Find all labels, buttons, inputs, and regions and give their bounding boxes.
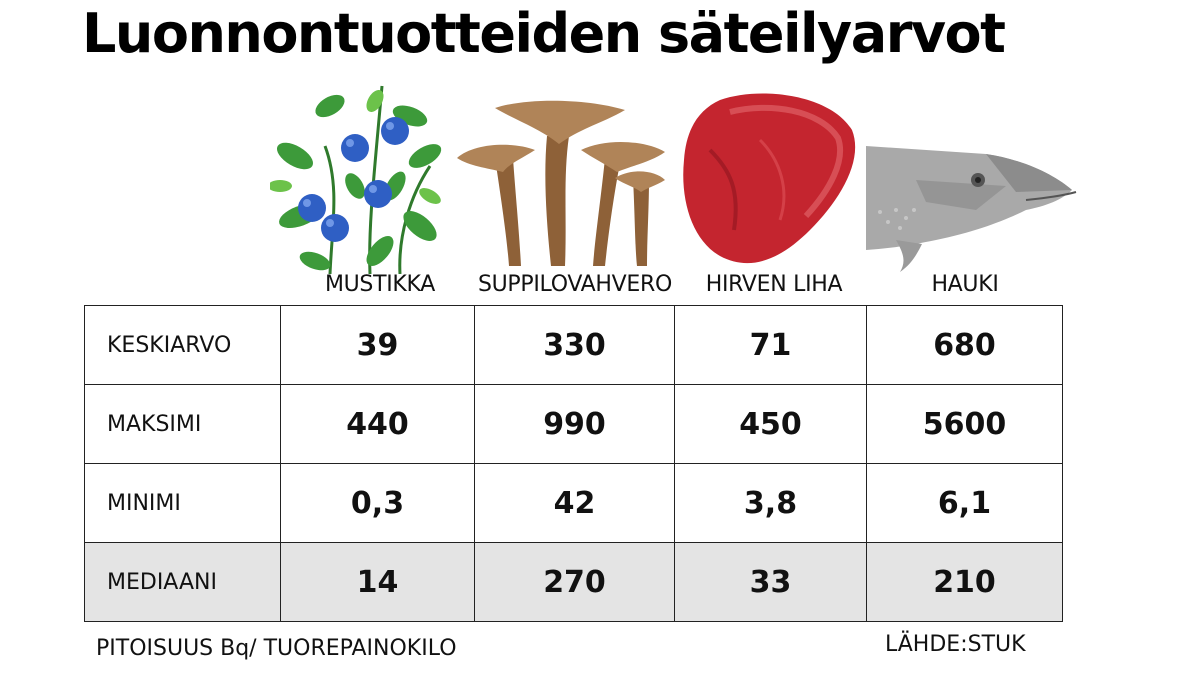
row-label-maksimi: MAKSIMI bbox=[84, 384, 281, 464]
cell-mediaani-hauki: 210 bbox=[866, 542, 1063, 622]
cell-mediaani-suppilovahvero: 270 bbox=[474, 542, 675, 622]
cell-minimi-mustikka: 0,3 bbox=[280, 463, 475, 543]
cell-minimi-hirven-liha: 3,8 bbox=[674, 463, 867, 543]
funnel-chanterelle-illustration bbox=[457, 100, 665, 266]
row-label-keskiarvo: KESKIARVO bbox=[84, 305, 281, 385]
table-row-keskiarvo: KESKIARVO 39 330 71 680 bbox=[84, 305, 1063, 385]
row-label-mediaani: MEDIAANI bbox=[84, 542, 281, 622]
cell-maksimi-hauki: 5600 bbox=[866, 384, 1063, 464]
cell-keskiarvo-suppilovahvero: 330 bbox=[474, 305, 675, 385]
blueberry-illustration bbox=[270, 85, 442, 274]
cell-keskiarvo-hirven-liha: 71 bbox=[674, 305, 867, 385]
unit-footnote: PITOISUUS Bq/ TUOREPAINOKILO bbox=[96, 636, 457, 661]
column-label-hauki: HAUKI bbox=[931, 272, 999, 297]
table-row-mediaani: MEDIAANI 14 270 33 210 bbox=[84, 542, 1063, 622]
elk-meat-illustration bbox=[683, 93, 856, 264]
cell-keskiarvo-hauki: 680 bbox=[866, 305, 1063, 385]
chart-title: Luonnontuotteiden säteilyarvot bbox=[82, 2, 1006, 65]
cell-maksimi-suppilovahvero: 990 bbox=[474, 384, 675, 464]
cell-maksimi-mustikka: 440 bbox=[280, 384, 475, 464]
cell-minimi-hauki: 6,1 bbox=[866, 463, 1063, 543]
cell-mediaani-mustikka: 14 bbox=[280, 542, 475, 622]
row-label-minimi: MINIMI bbox=[84, 463, 281, 543]
source-credit: LÄHDE:STUK bbox=[885, 632, 1026, 657]
cell-maksimi-hirven-liha: 450 bbox=[674, 384, 867, 464]
column-label-mustikka: MUSTIKKA bbox=[324, 272, 436, 297]
cell-keskiarvo-mustikka: 39 bbox=[280, 305, 475, 385]
pike-illustration bbox=[866, 146, 1077, 272]
radiation-values-table: KESKIARVO 39 330 71 680 MAKSIMI 440 990 … bbox=[84, 305, 1063, 622]
column-label-suppilovahvero: SUPPILOVAHVERO bbox=[477, 272, 673, 297]
cell-minimi-suppilovahvero: 42 bbox=[474, 463, 675, 543]
table-row-minimi: MINIMI 0,3 42 3,8 6,1 bbox=[84, 463, 1063, 543]
cell-mediaani-hirven-liha: 33 bbox=[674, 542, 867, 622]
table-row-maksimi: MAKSIMI 440 990 450 5600 bbox=[84, 384, 1063, 464]
column-label-hirven-liha: HIRVEN LIHA bbox=[705, 272, 843, 297]
